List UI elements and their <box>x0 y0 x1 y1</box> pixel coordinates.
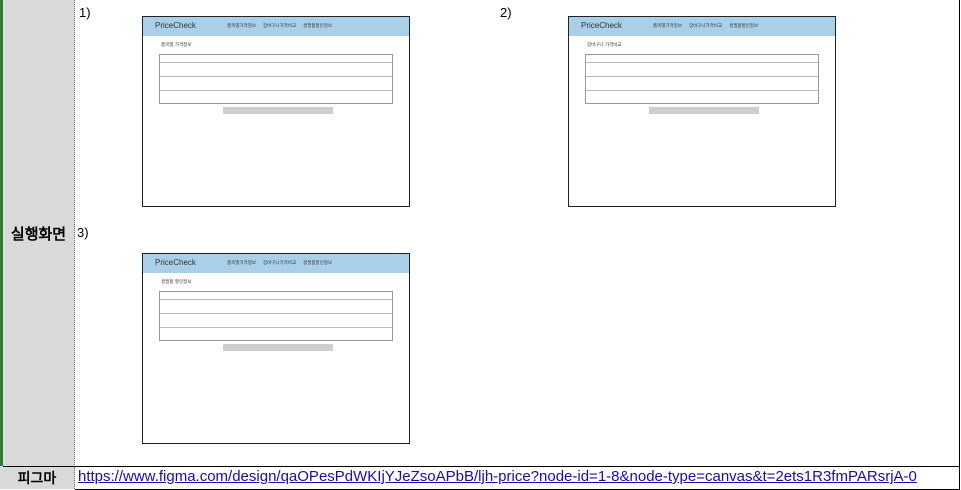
screenshot-2: PriceCheck 품목별가격정보 장바구니가격비교 생필품할인정보 장바구니… <box>568 16 836 207</box>
mockup-page-title: 품목별 가격정보 <box>161 43 192 48</box>
mockup-nav-item: 품목별가격정보 <box>227 261 256 266</box>
mockup-nav-item: 장바구니가격비교 <box>688 24 723 29</box>
mockup-page-title: 장바구니 가격비교 <box>587 43 622 48</box>
content-cell-figma: https://www.figma.com/design/qaOPesPdWKI… <box>75 467 960 490</box>
screenshot-1: PriceCheck 품목별가격정보 장바구니가격비교 생필품할인정보 품목별 … <box>142 16 410 207</box>
mockup-header: PriceCheck 품목별가격정보 장바구니가격비교 생필품할인정보 <box>569 17 835 36</box>
mockup-search-form <box>585 54 819 104</box>
mockup-nav-item: 장바구니가격비교 <box>262 24 297 29</box>
content-cell-screens: 1) 2) 3) PriceCheck 품목별가격정보 장바구니가격비교 생필품… <box>75 0 960 467</box>
label-figma: 피그마 <box>17 471 57 487</box>
mockup-nav-item: 생필품할인정보 <box>303 261 333 266</box>
screenshot-3: PriceCheck 품목별가격정보 장바구니가격비교 생필품할인정보 생필품 … <box>142 253 410 444</box>
mockup-nav: 품목별가격정보 장바구니가격비교 생필품할인정보 <box>227 260 332 266</box>
mockup-search-button <box>223 344 333 351</box>
label-screens: 실행화면 <box>10 224 67 243</box>
mockup-nav-item: 생필품할인정보 <box>303 24 333 29</box>
screen-1-number: 1) <box>79 5 91 20</box>
mockup-nav: 품목별가격정보 장바구니가격비교 생필품할인정보 <box>653 23 758 29</box>
mockup-search-form <box>159 54 393 104</box>
figma-link[interactable]: https://www.figma.com/design/qaOPesPdWKI… <box>78 468 917 485</box>
mockup-search-button <box>223 107 333 114</box>
mockup-nav-item: 생필품할인정보 <box>729 24 759 29</box>
mockup-nav-item: 장바구니가격비교 <box>262 261 297 266</box>
mockup-search-form <box>159 291 393 341</box>
mockup-logo: PriceCheck <box>155 258 196 267</box>
label-cell-screens: 실행화면 <box>3 0 75 467</box>
mockup-header: PriceCheck 품목별가격정보 장바구니가격비교 생필품할인정보 <box>143 17 409 36</box>
mockup-page-title: 생필품 할인정보 <box>161 280 192 285</box>
mockup-nav-item: 품목별가격정보 <box>653 24 682 29</box>
mockup-header: PriceCheck 품목별가격정보 장바구니가격비교 생필품할인정보 <box>143 254 409 273</box>
screen-2-number: 2) <box>500 5 512 20</box>
mockup-logo: PriceCheck <box>155 21 196 30</box>
sheet-left-border <box>0 0 3 466</box>
screen-3-number: 3) <box>77 225 89 240</box>
mockup-search-button <box>649 107 759 114</box>
mockup-nav-item: 품목별가격정보 <box>227 24 256 29</box>
mockup-logo: PriceCheck <box>581 21 622 30</box>
mockup-nav: 품목별가격정보 장바구니가격비교 생필품할인정보 <box>227 23 332 29</box>
label-cell-figma: 피그마 <box>0 467 75 489</box>
